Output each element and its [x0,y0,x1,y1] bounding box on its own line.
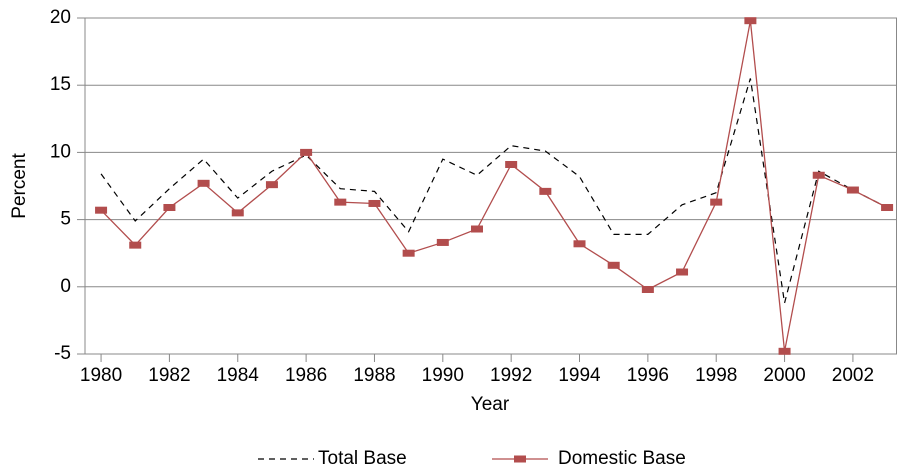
marker [539,187,552,195]
marker [265,181,278,189]
x-tick-label: 1998 [695,365,737,386]
marker [334,198,347,206]
marker [505,160,518,168]
x-tick-label: 1982 [148,365,190,386]
y-tick-label: 0 [60,276,71,297]
marker [846,186,859,194]
x-tick-label: 2000 [763,365,805,386]
y-tick-label: 5 [60,209,71,230]
marker [402,249,415,257]
marker [300,148,313,156]
x-tick-label: 1994 [558,365,601,386]
marker [197,179,210,187]
marker [710,198,723,206]
series-line [100,78,888,304]
marker [881,204,894,212]
x-tick-label: 1996 [627,365,669,386]
y-tick-label: 20 [50,7,71,28]
marker [231,209,244,217]
y-tick-label: 10 [50,141,71,162]
y-tick-label: 15 [50,74,71,95]
legend-marker [514,455,526,463]
marker [436,238,449,246]
marker [778,347,791,355]
marker [163,204,176,212]
x-axis-label: Year [471,394,510,415]
marker [368,199,381,207]
legend-label: Total Base [318,448,407,469]
x-tick-label: 1984 [217,365,260,386]
marker [573,240,586,248]
x-tick-label: 1992 [490,365,532,386]
x-tick-label: 1988 [353,365,395,386]
marker [641,285,654,293]
marker [812,171,825,179]
marker [95,206,108,214]
y-tick-label: -5 [54,343,71,364]
marker [744,17,757,25]
marker [470,225,483,233]
x-tick-label: 1990 [422,365,464,386]
y-axis-label: Percent [9,153,30,219]
x-tick-label: 1980 [80,365,122,386]
legend-label: Domestic Base [558,448,686,469]
series-line [100,20,888,352]
marker [607,261,620,269]
x-tick-label: 1986 [285,365,327,386]
marker [129,241,142,249]
x-tick-label: 2002 [832,365,874,386]
marker [676,268,689,276]
